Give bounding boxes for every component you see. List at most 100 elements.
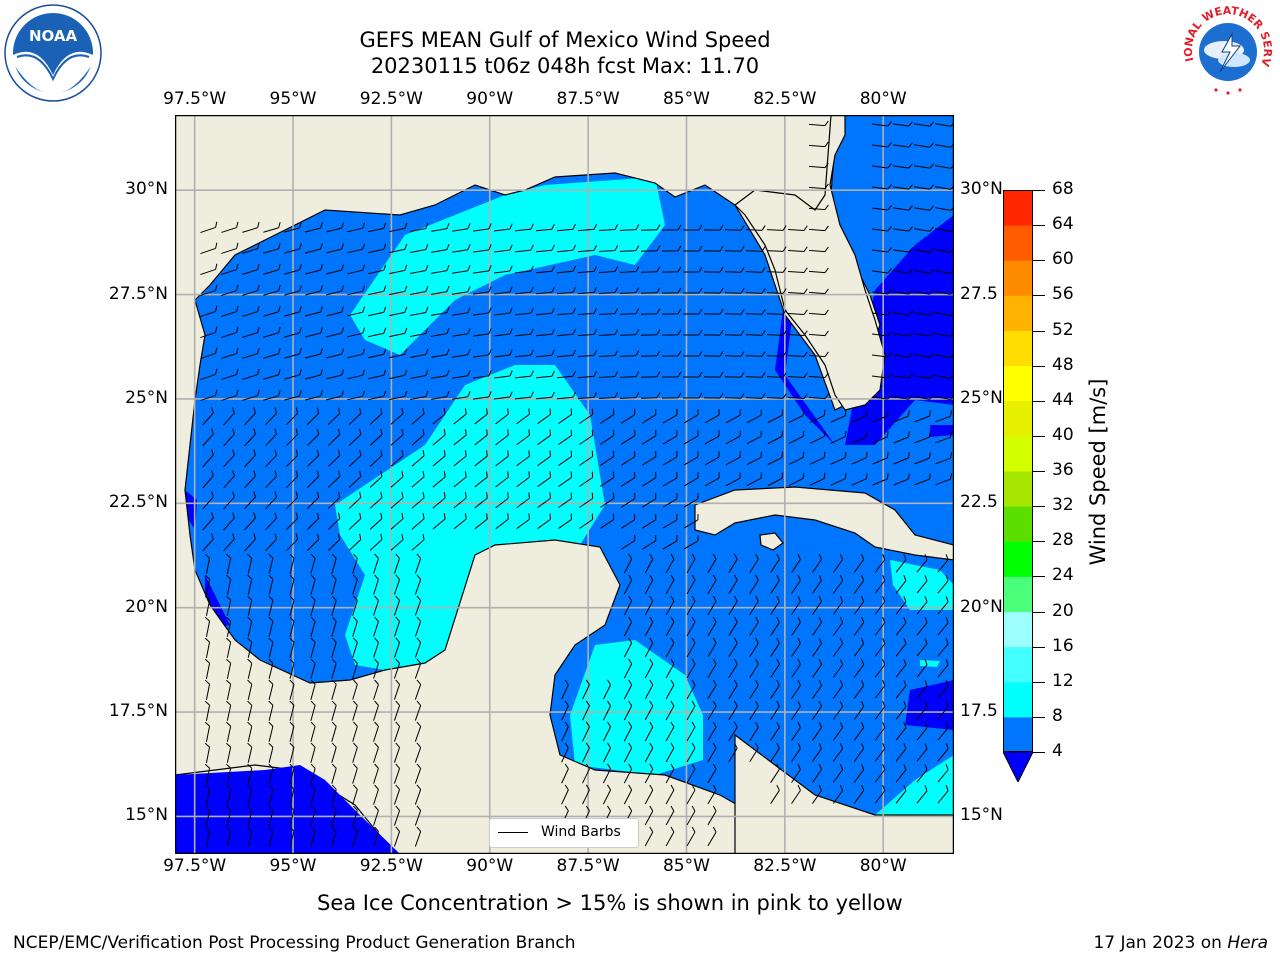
cuba-land xyxy=(694,486,954,561)
wind-barb xyxy=(579,471,594,487)
wind-barb xyxy=(914,121,935,127)
colorbar-title: Wind Speed [m/s] xyxy=(1086,378,1110,566)
wind-barb xyxy=(935,431,953,444)
wind-barb xyxy=(452,244,471,253)
wind-barb xyxy=(289,784,295,805)
wind-barb xyxy=(874,659,886,678)
wind-barb xyxy=(226,553,232,574)
wind-barb xyxy=(598,371,619,378)
wind-barb xyxy=(619,266,640,273)
graticule xyxy=(175,115,954,854)
wind-barb xyxy=(265,428,278,447)
wind-barb xyxy=(749,553,759,574)
wind-barb xyxy=(226,595,232,616)
wind-barb xyxy=(665,763,675,784)
wind-barb xyxy=(202,407,214,426)
wind-barb xyxy=(832,637,844,657)
wind-barb xyxy=(348,449,362,467)
wind-barb xyxy=(202,449,214,468)
wind-barb xyxy=(347,264,366,275)
wind-barb xyxy=(432,471,446,488)
left-lat-tick: 30°N xyxy=(125,179,168,200)
wind-barb xyxy=(326,285,344,296)
wind-barb xyxy=(893,247,913,253)
wind-barb xyxy=(728,679,738,700)
wind-barb xyxy=(244,512,256,531)
colorbar-tick-label: 4 xyxy=(1052,741,1063,761)
wind-barb xyxy=(453,471,467,488)
wind-barb xyxy=(871,373,892,379)
wind-barb xyxy=(662,430,678,445)
wind-barb xyxy=(686,679,696,700)
wind-barb xyxy=(289,637,295,658)
wind-barb xyxy=(871,142,892,148)
wind-barb xyxy=(495,471,509,488)
wind-barb xyxy=(331,805,337,826)
wind-barb xyxy=(204,637,211,658)
colorbar-segment xyxy=(1003,541,1033,577)
wind-barb xyxy=(640,245,661,252)
wind-barb xyxy=(661,350,682,357)
wind-barb xyxy=(247,553,253,574)
wind-barb xyxy=(306,512,320,530)
wind-barb xyxy=(516,408,530,425)
wind-barb xyxy=(641,492,657,508)
wind-barb xyxy=(204,721,211,742)
wind-band-8-12 xyxy=(335,177,954,854)
wind-barb xyxy=(871,163,892,169)
wind-barb xyxy=(914,268,935,274)
wind-barb xyxy=(724,330,745,336)
wind-barb xyxy=(937,680,949,699)
wind-barb xyxy=(874,638,886,657)
wind-barb xyxy=(247,574,253,595)
wind-barb xyxy=(640,392,661,399)
wind-barb xyxy=(725,430,741,445)
wind-barbs xyxy=(200,120,954,847)
wind-barb xyxy=(770,784,780,804)
wind-barb xyxy=(561,721,569,742)
wind-barb xyxy=(369,428,383,446)
wind-barb xyxy=(791,637,801,657)
right-lat-tick: 17.5 xyxy=(960,701,998,722)
wind-barb xyxy=(683,409,699,424)
wind-barb xyxy=(853,700,865,720)
wind-barb xyxy=(770,595,780,615)
wind-barb xyxy=(853,616,865,636)
right-lat-tick: 27.5 xyxy=(960,283,998,304)
wind-barb xyxy=(431,265,450,274)
wind-barb xyxy=(791,763,801,783)
wind-barb xyxy=(373,679,379,700)
wind-barb xyxy=(305,390,323,401)
wind-barb xyxy=(373,721,379,742)
wind-barb xyxy=(749,658,759,679)
wind-barb xyxy=(414,574,422,595)
wind-barb xyxy=(893,310,913,316)
wind-barb xyxy=(853,742,865,762)
wind-barb xyxy=(453,513,467,530)
wind-barb xyxy=(226,700,232,721)
wind-barb xyxy=(373,616,379,637)
wind-barb xyxy=(893,205,913,211)
wind-barb xyxy=(200,326,218,339)
wind-barb xyxy=(535,265,555,274)
wind-barb xyxy=(641,534,657,550)
left-lat-tick: 22.5°N xyxy=(108,492,168,513)
wind-barb xyxy=(516,429,530,446)
wind-barb xyxy=(226,679,232,700)
wind-barb xyxy=(414,616,422,637)
top-lon-tick: 85°W xyxy=(662,89,710,109)
wind-barb xyxy=(916,680,928,699)
wind-barb xyxy=(535,307,555,316)
wind-barb xyxy=(247,826,253,847)
colorbar-segment xyxy=(1003,471,1033,507)
wind-barb xyxy=(286,470,299,489)
wind-barb xyxy=(389,327,408,338)
wind-barb xyxy=(331,700,337,721)
wind-barb xyxy=(494,349,513,358)
wind-barb xyxy=(265,407,278,426)
wind-barb xyxy=(874,701,886,720)
wind-barb xyxy=(871,394,892,400)
wind-barb xyxy=(914,163,935,169)
wind-barb xyxy=(895,722,907,741)
wind-barb xyxy=(310,700,316,721)
